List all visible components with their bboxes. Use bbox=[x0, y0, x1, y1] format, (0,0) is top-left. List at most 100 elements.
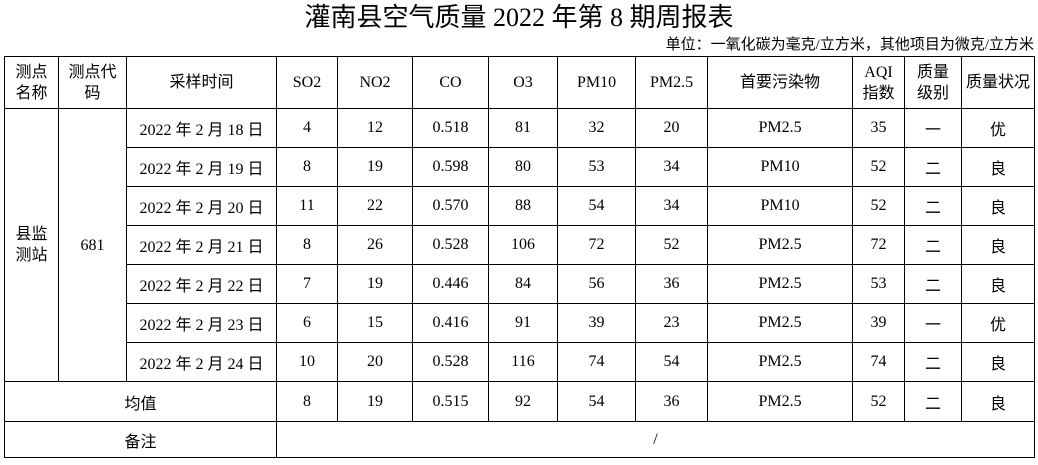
so2-cell: 11 bbox=[276, 186, 338, 226]
pm25-cell: 36 bbox=[635, 381, 708, 422]
so2-cell: 8 bbox=[276, 381, 338, 422]
aqi-cell: 52 bbox=[852, 147, 905, 187]
col-header-pm10: PM10 bbox=[557, 56, 636, 109]
pm25-cell: 36 bbox=[635, 264, 708, 304]
co-cell: 0.416 bbox=[412, 303, 489, 343]
table-row: 县监 测站 681 2022 年 2 月 18 日 4 12 0.518 81 … bbox=[4, 108, 1035, 382]
no2-cell: 19 bbox=[337, 147, 413, 187]
aqi-cell: 74 bbox=[852, 342, 905, 382]
remark-row: 备注 / bbox=[4, 421, 1035, 458]
col-header-pm25: PM2.5 bbox=[635, 56, 708, 109]
level-cell: 一 bbox=[904, 108, 962, 148]
level-cell: 一 bbox=[904, 303, 962, 343]
date-cell: 2022 年 2 月 21 日 bbox=[126, 225, 277, 265]
pm10-cell: 74 bbox=[557, 342, 636, 382]
no2-cell: 19 bbox=[337, 264, 413, 304]
col-header-primary-pollutant: 首要污染物 bbox=[707, 56, 853, 109]
primary-pollutant-cell: PM10 bbox=[707, 147, 853, 187]
no2-cell: 12 bbox=[337, 108, 413, 148]
data-rows: 县监 测站 681 2022 年 2 月 18 日 4 12 0.518 81 … bbox=[4, 108, 1035, 382]
pm25-cell: 54 bbox=[635, 342, 708, 382]
pm10-cell: 54 bbox=[557, 381, 636, 422]
primary-pollutant-cell: PM2.5 bbox=[707, 225, 853, 265]
status-cell: 优 bbox=[961, 108, 1035, 148]
level-cell: 二 bbox=[904, 186, 962, 226]
date-cell: 2022 年 2 月 19 日 bbox=[126, 147, 277, 187]
no2-cell: 26 bbox=[337, 225, 413, 265]
date-cell: 2022 年 2 月 24 日 bbox=[126, 342, 277, 382]
co-cell: 0.570 bbox=[412, 186, 489, 226]
pm10-cell: 53 bbox=[557, 147, 636, 187]
o3-cell: 91 bbox=[488, 303, 558, 343]
primary-pollutant-cell: PM2.5 bbox=[707, 381, 853, 422]
status-cell: 良 bbox=[961, 147, 1035, 187]
col-header-so2: SO2 bbox=[276, 56, 338, 109]
header-row: 测点 名称 测点代 码 采样时间 SO2 NO2 CO O3 PM10 PM2.… bbox=[4, 56, 1035, 109]
o3-cell: 116 bbox=[488, 342, 558, 382]
pm25-cell: 52 bbox=[635, 225, 708, 265]
co-cell: 0.598 bbox=[412, 147, 489, 187]
status-cell: 良 bbox=[961, 186, 1035, 226]
pm10-cell: 54 bbox=[557, 186, 636, 226]
no2-cell: 15 bbox=[337, 303, 413, 343]
level-cell: 二 bbox=[904, 147, 962, 187]
table-row: 2022 年 2 月 20 日 11 22 0.570 88 54 34 PM1… bbox=[5, 186, 1035, 226]
o3-cell: 80 bbox=[488, 147, 558, 187]
pm25-cell: 34 bbox=[635, 147, 708, 187]
col-header-status: 质量状况 bbox=[961, 56, 1035, 109]
level-cell: 二 bbox=[904, 342, 962, 382]
station-code-cell: 681 bbox=[58, 108, 127, 382]
table-row: 2022 年 2 月 19 日 8 19 0.598 80 53 34 PM10… bbox=[5, 147, 1035, 187]
col-header-no2: NO2 bbox=[337, 56, 413, 109]
average-row: 均值 8 19 0.515 92 54 36 PM2.5 52 二 良 bbox=[4, 381, 1035, 422]
co-cell: 0.528 bbox=[412, 225, 489, 265]
so2-cell: 8 bbox=[276, 147, 338, 187]
status-cell: 良 bbox=[961, 225, 1035, 265]
level-cell: 二 bbox=[904, 225, 962, 265]
aqi-cell: 35 bbox=[852, 108, 905, 148]
col-header-level: 质量 级别 bbox=[904, 56, 962, 109]
col-header-aqi: AQI 指数 bbox=[852, 56, 905, 109]
status-cell: 良 bbox=[961, 264, 1035, 304]
remark-value-cell: / bbox=[276, 421, 1035, 458]
o3-cell: 84 bbox=[488, 264, 558, 304]
col-header-co: CO bbox=[412, 56, 489, 109]
o3-cell: 106 bbox=[488, 225, 558, 265]
no2-cell: 22 bbox=[337, 186, 413, 226]
unit-note: 单位：一氧化碳为毫克/立方米，其他项目为微克/立方米 bbox=[665, 37, 1034, 53]
so2-cell: 7 bbox=[276, 264, 338, 304]
aqi-cell: 53 bbox=[852, 264, 905, 304]
col-header-sample-time: 采样时间 bbox=[126, 56, 277, 109]
pm25-cell: 34 bbox=[635, 186, 708, 226]
date-cell: 2022 年 2 月 23 日 bbox=[126, 303, 277, 343]
aqi-cell: 52 bbox=[852, 381, 905, 422]
co-cell: 0.446 bbox=[412, 264, 489, 304]
o3-cell: 88 bbox=[488, 186, 558, 226]
pm25-cell: 20 bbox=[635, 108, 708, 148]
col-header-station-code: 测点代 码 bbox=[58, 56, 127, 109]
page-title: 灌南县空气质量 2022 年第 8 期周报表 bbox=[304, 3, 734, 32]
level-cell: 二 bbox=[904, 381, 962, 422]
aqi-cell: 52 bbox=[852, 186, 905, 226]
pm10-cell: 32 bbox=[557, 108, 636, 148]
aqi-cell: 72 bbox=[852, 225, 905, 265]
primary-pollutant-cell: PM2.5 bbox=[707, 264, 853, 304]
date-cell: 2022 年 2 月 18 日 bbox=[126, 108, 277, 148]
table-row: 2022 年 2 月 23 日 6 15 0.416 91 39 23 PM2.… bbox=[5, 303, 1035, 343]
primary-pollutant-cell: PM2.5 bbox=[707, 108, 853, 148]
aqi-cell: 39 bbox=[852, 303, 905, 343]
pm10-cell: 39 bbox=[557, 303, 636, 343]
o3-cell: 92 bbox=[488, 381, 558, 422]
table-row: 2022 年 2 月 21 日 8 26 0.528 106 72 52 PM2… bbox=[5, 225, 1035, 265]
primary-pollutant-cell: PM10 bbox=[707, 186, 853, 226]
co-cell: 0.515 bbox=[412, 381, 489, 422]
col-header-station-name: 测点 名称 bbox=[4, 56, 59, 109]
primary-pollutant-cell: PM2.5 bbox=[707, 342, 853, 382]
remark-label-cell: 备注 bbox=[4, 421, 277, 458]
table-row: 2022 年 2 月 24 日 10 20 0.528 116 74 54 PM… bbox=[5, 342, 1035, 382]
level-cell: 二 bbox=[904, 264, 962, 304]
co-cell: 0.518 bbox=[412, 108, 489, 148]
no2-cell: 19 bbox=[337, 381, 413, 422]
pm10-cell: 72 bbox=[557, 225, 636, 265]
status-cell: 良 bbox=[961, 381, 1035, 422]
